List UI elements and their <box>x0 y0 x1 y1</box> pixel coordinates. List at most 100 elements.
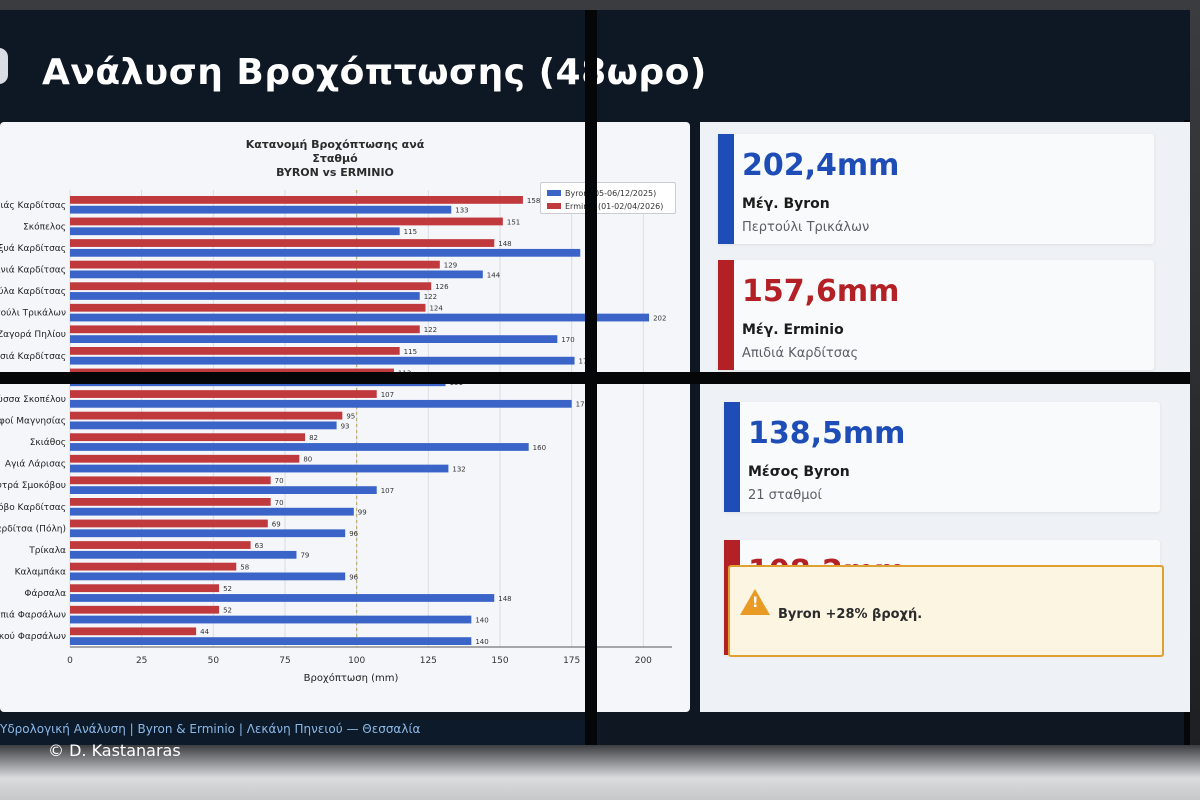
bar-value-label: 52 <box>223 607 232 615</box>
room-floor <box>0 745 1200 800</box>
bar-byron <box>70 227 400 236</box>
x-tick-label: 150 <box>491 656 508 666</box>
bar-value-label: 70 <box>275 499 284 507</box>
y-tick-label: Τρίκαλα <box>28 546 66 556</box>
chart-legend: Byron (05-06/12/2025) Erminio (01-02/04/… <box>540 182 676 214</box>
warning-icon: ! <box>740 589 770 615</box>
bar-erminio <box>70 325 420 334</box>
bar-erminio <box>70 217 503 226</box>
x-tick-label: 0 <box>67 656 73 666</box>
y-tick-label: Βρύσες Ζούλα Καρδίτσας <box>0 286 66 297</box>
y-tick-label: Περτούλι Τρικάλων <box>0 308 66 319</box>
bar-value-label: 96 <box>349 530 358 538</box>
x-tick-label: 100 <box>348 656 365 666</box>
footer-text: Υδρολογική Ανάλυση | Byron & Erminio | Λ… <box>0 722 421 736</box>
bar-value-label: 122 <box>424 326 437 334</box>
bar-erminio <box>70 196 523 204</box>
card-value: 138,5mm <box>748 416 906 451</box>
x-tick-label: 25 <box>136 656 147 666</box>
y-tick-label: Αμυκλαίοι Κυμβακού Φαρσάλων <box>0 631 66 642</box>
bar-erminio <box>70 454 300 463</box>
legend-item-byron: Byron (05-06/12/2025) <box>547 187 656 199</box>
bar-value-label: 70 <box>275 477 284 485</box>
x-axis-label: Βροχόπτωση (mm) <box>304 672 399 684</box>
bar-byron <box>70 572 346 581</box>
bar-erminio <box>70 541 251 549</box>
chart-title-block: Κατανομή Βροχόπτωσης ανά Σταθμό BYRON vs… <box>235 138 435 180</box>
y-tick-label: Καλαμπάκα <box>15 568 66 578</box>
bar-erminio <box>70 239 495 247</box>
bar-value-label: 132 <box>452 465 465 473</box>
x-tick-label: 75 <box>279 656 290 666</box>
y-tick-label: Καστανιά Καρδίτσας <box>0 266 66 276</box>
y-tick-label: Φάρσαλα <box>24 589 66 599</box>
card-label: Μέσος Byron <box>748 464 850 480</box>
y-tick-label: Ζαγορά Πηλίου <box>0 330 66 340</box>
bar-value-label: 158 <box>527 197 540 205</box>
bar-erminio <box>70 562 237 571</box>
bar-value-label: 95 <box>346 413 355 421</box>
bar-value-label: 126 <box>435 283 449 291</box>
bar-byron <box>70 335 558 343</box>
bar-value-label: 107 <box>381 487 394 495</box>
bar-erminio <box>70 260 440 269</box>
bar-value-label: 107 <box>381 391 394 399</box>
y-tick-label: Σκοπιά Φαρσάλων <box>0 611 66 621</box>
y-tick-label: Οξυά Καρδίτσας <box>0 244 66 254</box>
bar-value-label: 69 <box>272 520 281 528</box>
card-value: 202,4mm <box>742 148 900 183</box>
bar-value-label: 175 <box>576 401 589 409</box>
y-tick-label: Άγιοι Κωφοί Μαγνησίας <box>0 417 66 427</box>
bar-byron <box>70 205 452 214</box>
card-accent-bar <box>718 260 734 370</box>
legend-swatch-byron <box>547 190 561 196</box>
bar-value-label: 124 <box>429 305 443 313</box>
rainfall-bar-chart: 0 25 50 75 100 125 150 175 200 Βροχόπτωση (mm) Απι… <box>0 190 672 684</box>
bar-value-label: 99 <box>358 509 367 517</box>
bar-byron <box>70 356 575 365</box>
x-tick-label: 175 <box>563 656 580 666</box>
bar-erminio <box>70 476 271 485</box>
stat-card-max-byron: 202,4mm Μέγ. Byron Περτούλι Τρικάλων <box>718 134 1154 244</box>
y-tick-label: Λουτρά Σμοκόβου <box>0 480 66 491</box>
bar-byron <box>70 292 420 300</box>
alert-text: Byron +28% βροχή. <box>778 607 923 622</box>
bar-byron <box>70 464 449 473</box>
rainfall-chart-panel: Κατανομή Βροχόπτωσης ανά Σταθμό BYRON vs… <box>0 122 690 712</box>
y-tick-label: Σκόπελος <box>23 221 66 232</box>
bar-byron <box>70 399 572 408</box>
bar-erminio <box>70 519 268 528</box>
bar-byron <box>70 486 377 494</box>
bar-value-label: 52 <box>223 585 232 593</box>
bar-erminio <box>70 411 343 420</box>
bar-erminio <box>70 605 220 614</box>
video-wall-display: Ανάλυση Βροχόπτωσης (48ωρο) Κατανομή Βρο… <box>0 10 1190 755</box>
bar-value-label: 122 <box>424 293 437 301</box>
bar-value-label: 148 <box>498 240 511 248</box>
droplet-icon <box>0 48 8 84</box>
bar-erminio <box>70 390 377 398</box>
bar-value-label: 96 <box>349 573 358 581</box>
bar-erminio <box>70 498 271 506</box>
bar-byron <box>70 248 581 257</box>
bar-value-label: 170 <box>561 336 574 344</box>
legend-swatch-erminio <box>547 203 561 209</box>
bar-erminio <box>70 303 426 312</box>
y-tick-label: Σμοκόβο Καρδίτσας <box>0 502 66 513</box>
bar-byron <box>70 313 650 322</box>
card-value: 157,6mm <box>742 274 900 309</box>
bar-value-label: 93 <box>341 422 350 430</box>
stat-card-max-erminio: 157,6mm Μέγ. Erminio Απιδιά Καρδίτσας <box>718 260 1154 370</box>
bar-byron <box>70 637 472 645</box>
bar-value-label: 133 <box>455 207 468 215</box>
card-sub: Περτούλι Τρικάλων <box>742 220 870 235</box>
bar-value-label: 160 <box>533 444 546 452</box>
chart-subtitle: BYRON vs ERMINIO <box>276 166 394 179</box>
bar-value-label: 80 <box>303 456 312 464</box>
bar-value-label: 140 <box>475 616 488 624</box>
bar-value-label: 151 <box>507 218 520 226</box>
bar-byron <box>70 507 354 516</box>
y-tick-label: Καρδίτσα (Πόλη) <box>0 523 66 534</box>
page-title: Ανάλυση Βροχόπτωσης (48ωρο) <box>42 52 707 93</box>
y-tick-label: Απιδιάς Καρδίτσας <box>0 201 66 211</box>
